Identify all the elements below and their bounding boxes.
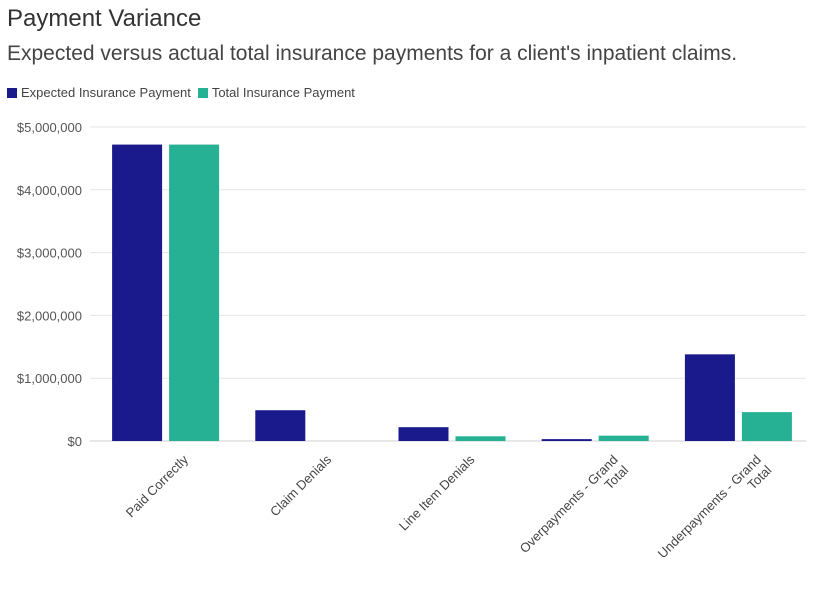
y-tick-label: $2,000,000 (17, 308, 82, 323)
legend-item-total[interactable]: Total Insurance Payment (197, 85, 355, 100)
bar-total (169, 144, 220, 442)
legend-item-expected[interactable]: Expected Insurance Payment (7, 85, 191, 100)
bar-expected (684, 354, 735, 441)
x-tick-label: Overpayments - GrandTotal (517, 452, 632, 567)
bar-total (455, 436, 506, 441)
y-tick-label: $1,000,000 (17, 371, 82, 386)
legend-label-total: Total Insurance Payment (211, 85, 355, 100)
chart-legend: Expected Insurance Payment Total Insuran… (7, 85, 362, 100)
x-tick-label: Paid Correctly (123, 452, 192, 521)
chart-subtitle: Expected versus actual total insurance p… (7, 42, 738, 65)
y-tick-label: $5,000,000 (17, 120, 82, 135)
legend-swatch-total (197, 87, 208, 98)
x-tick-label: Line Item Denials (396, 452, 478, 534)
legend-swatch-expected (7, 87, 17, 98)
legend-label-expected: Expected Insurance Payment (21, 85, 191, 100)
y-tick-label: $3,000,000 (17, 246, 82, 261)
x-tick-label: Underpayments - GrandTotal (655, 452, 775, 572)
bar-expected (541, 439, 592, 441)
x-tick-label: Claim Denials (267, 452, 335, 520)
bar-total (741, 412, 792, 441)
bar-total (598, 435, 649, 441)
bar-expected (112, 144, 163, 442)
bar-expected (255, 410, 306, 441)
bar-expected (398, 427, 449, 441)
y-tick-label: $0 (68, 434, 82, 449)
y-tick-label: $4,000,000 (17, 183, 82, 198)
chart-title: Payment Variance (7, 5, 202, 32)
